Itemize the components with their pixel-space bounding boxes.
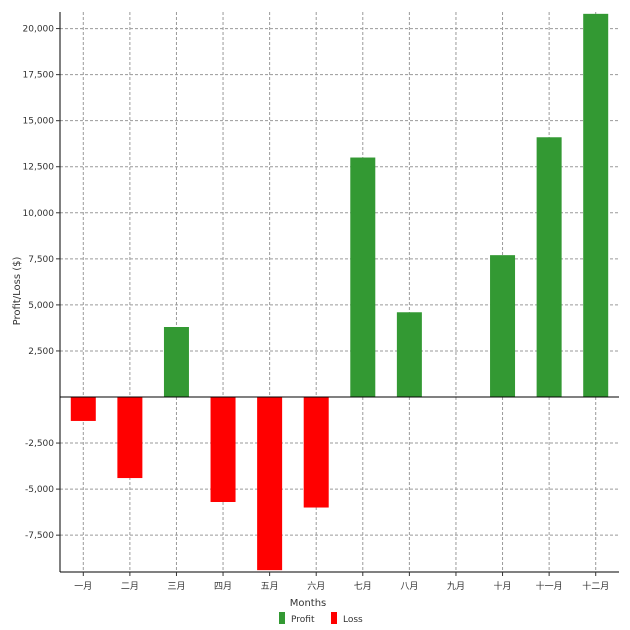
- x-tick-label: 四月: [214, 581, 232, 592]
- bar-loss: [117, 397, 143, 479]
- y-tick-label: 5,000: [28, 301, 54, 311]
- bar-loss: [210, 397, 236, 502]
- bar-profit: [490, 255, 516, 397]
- bar-profit: [583, 13, 609, 398]
- bar-profit: [350, 157, 376, 397]
- legend-label-loss: Loss: [343, 615, 363, 625]
- y-tick-label: 17,500: [23, 71, 55, 81]
- bar-loss: [303, 397, 329, 508]
- bar-profit: [536, 137, 562, 397]
- y-tick-label: 20,000: [23, 25, 55, 35]
- y-axis-ticks: -7,500 -5,000 -2,500 2,500 5,000 7,500 10,000 1…: [23, 25, 60, 541]
- legend: Profit Loss: [279, 612, 363, 625]
- legend-label-profit: Profit: [291, 615, 315, 625]
- legend-swatch-profit: [279, 612, 285, 624]
- x-tick-label: 六月: [307, 580, 325, 592]
- x-tick-label: 二月: [121, 581, 139, 592]
- x-axis-ticks: 一月 二月 三月 四月 五月 六月 七月 八月 九月 十月 十一月 十二月: [74, 572, 609, 592]
- x-tick-label: 三月: [167, 581, 185, 592]
- y-tick-label: -2,500: [25, 439, 54, 449]
- y-tick-label: -5,000: [25, 485, 54, 495]
- bar-loss: [70, 397, 96, 421]
- y-tick-label: 10,000: [23, 209, 55, 219]
- bars: [70, 13, 609, 571]
- bar-loss: [257, 397, 283, 571]
- y-tick-label: 7,500: [28, 255, 54, 265]
- x-tick-label: 五月: [261, 581, 279, 592]
- bar-profit: [163, 327, 189, 397]
- y-tick-label: 15,000: [23, 117, 55, 127]
- x-tick-label: 十月: [494, 580, 512, 592]
- x-tick-label: 九月: [447, 581, 465, 592]
- y-tick-label: 2,500: [28, 347, 54, 357]
- x-tick-label: 十一月: [536, 580, 563, 592]
- x-tick-label: 一月: [74, 581, 92, 592]
- x-tick-label: 十二月: [582, 580, 609, 592]
- bar-profit: [396, 312, 422, 397]
- axes: [59, 12, 619, 573]
- x-axis-title: Months: [290, 598, 327, 609]
- x-tick-label: 七月: [354, 581, 372, 592]
- y-tick-label: -7,500: [25, 531, 54, 541]
- grid-lines: [60, 12, 619, 572]
- y-tick-label: 12,500: [23, 163, 55, 173]
- y-axis-title: Profit/Loss ($): [12, 257, 23, 326]
- x-tick-label: 八月: [400, 581, 418, 592]
- legend-swatch-loss: [331, 612, 337, 624]
